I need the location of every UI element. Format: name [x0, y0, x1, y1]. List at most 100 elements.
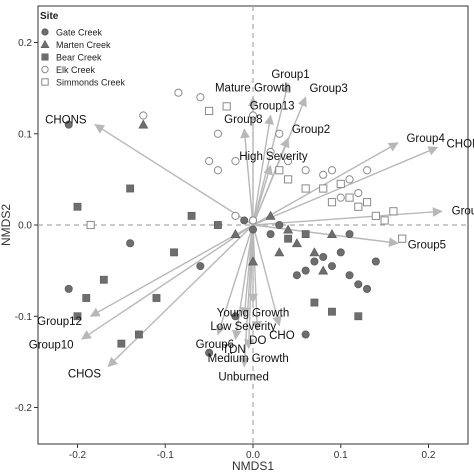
site-point	[231, 312, 240, 321]
site-point	[328, 307, 336, 316]
site-point	[363, 284, 372, 293]
site-point	[292, 271, 301, 280]
site-point	[139, 111, 148, 120]
site-point	[213, 221, 222, 229]
x-tick-label: 0.1	[334, 450, 348, 461]
site-point	[301, 166, 310, 175]
site-point	[248, 111, 258, 120]
site-point	[231, 211, 240, 220]
vector-label: Group7	[452, 206, 474, 218]
site-point	[362, 166, 372, 175]
legend-label: Bear Creek	[56, 53, 102, 63]
site-point	[319, 170, 328, 179]
site-point	[345, 230, 354, 239]
vector-arrow	[252, 137, 290, 226]
site-point	[230, 229, 241, 239]
site-point	[205, 106, 214, 116]
y-axis-title: NMDS2	[0, 204, 13, 246]
vector-label: Group10	[29, 340, 74, 352]
site-point	[345, 271, 354, 280]
vector-label: Group13	[250, 101, 295, 113]
site-point	[345, 193, 354, 202]
site-point	[248, 216, 258, 225]
site-point	[301, 184, 310, 193]
vector-label: Young Growth	[217, 308, 289, 320]
x-tick-label: -0.2	[69, 450, 87, 461]
site-point	[275, 166, 284, 175]
legend-label: Elk Creek	[56, 65, 96, 75]
legend-key	[41, 65, 49, 74]
site-point	[265, 210, 276, 220]
site-point	[389, 207, 398, 216]
x-tick-label: -0.1	[157, 450, 175, 461]
x-tick-label: 0.2	[422, 450, 436, 461]
legend-title: Site	[40, 11, 59, 22]
vector-arrow	[252, 224, 282, 327]
site-point	[117, 339, 126, 348]
site-point	[354, 202, 363, 211]
y-tick-label: -0.2	[15, 403, 33, 414]
site-point	[380, 216, 389, 225]
vector-label: CHO	[269, 330, 295, 342]
vector-arrows	[81, 82, 443, 368]
vector-arrow	[231, 224, 254, 341]
site-point	[213, 129, 222, 138]
site-point	[73, 312, 82, 321]
x-tick-label: 0.0	[246, 450, 260, 461]
site-point	[301, 330, 310, 339]
vector-label: Mature Growth	[215, 82, 291, 94]
site-point	[187, 211, 196, 220]
site-point	[138, 119, 149, 129]
legend: Site Gate Creek Marten Creek Bear Creek Elk…	[40, 11, 126, 88]
vector-arrow	[107, 224, 254, 368]
vector-arrow	[252, 146, 439, 226]
site-point	[266, 230, 275, 239]
site-point	[283, 224, 294, 234]
site-point	[371, 257, 380, 266]
vector-arrow	[252, 114, 274, 226]
site-point	[99, 275, 108, 284]
site-point	[275, 220, 284, 229]
legend-label: Gate Creek	[56, 28, 103, 38]
site-point	[152, 294, 161, 302]
site-point	[362, 198, 372, 207]
legend-key	[41, 28, 49, 36]
legend-label: Marten Creek	[56, 40, 111, 50]
site-point	[284, 157, 293, 166]
vector-label: Group6	[196, 339, 234, 351]
vector-label: Group4	[406, 133, 445, 145]
site-point	[231, 157, 240, 166]
vector-label: Low Severity	[210, 321, 276, 333]
site-point	[170, 248, 178, 257]
site-point	[284, 175, 293, 184]
vector-label: CHON	[447, 139, 474, 151]
vector-label: Group2	[292, 124, 330, 136]
site-point	[126, 184, 135, 193]
site-point	[135, 330, 143, 339]
site-point	[336, 179, 345, 189]
legend-key	[41, 53, 49, 61]
vector-label: CHOS	[68, 368, 102, 380]
site-point	[327, 262, 336, 271]
vector-arrow	[240, 128, 254, 226]
site-point	[213, 166, 222, 175]
vector-arrow	[239, 224, 254, 368]
site-point	[196, 262, 205, 271]
x-axis-title: NMDS1	[232, 459, 274, 473]
x-axis-ticks: -0.2 -0.1 0.0 0.1 0.2	[69, 444, 436, 461]
vector-label: Group5	[408, 240, 446, 252]
legend-key	[40, 39, 50, 49]
vector-arrow	[252, 224, 262, 331]
site-point	[274, 247, 285, 257]
site-point	[371, 211, 380, 220]
site-point	[126, 239, 135, 248]
site-point	[240, 216, 249, 225]
vector-arrow	[252, 142, 399, 226]
site-point	[73, 202, 82, 211]
site-point	[174, 88, 183, 97]
vector-arrow	[94, 124, 254, 226]
site-point	[284, 234, 293, 243]
site-point	[310, 257, 319, 266]
